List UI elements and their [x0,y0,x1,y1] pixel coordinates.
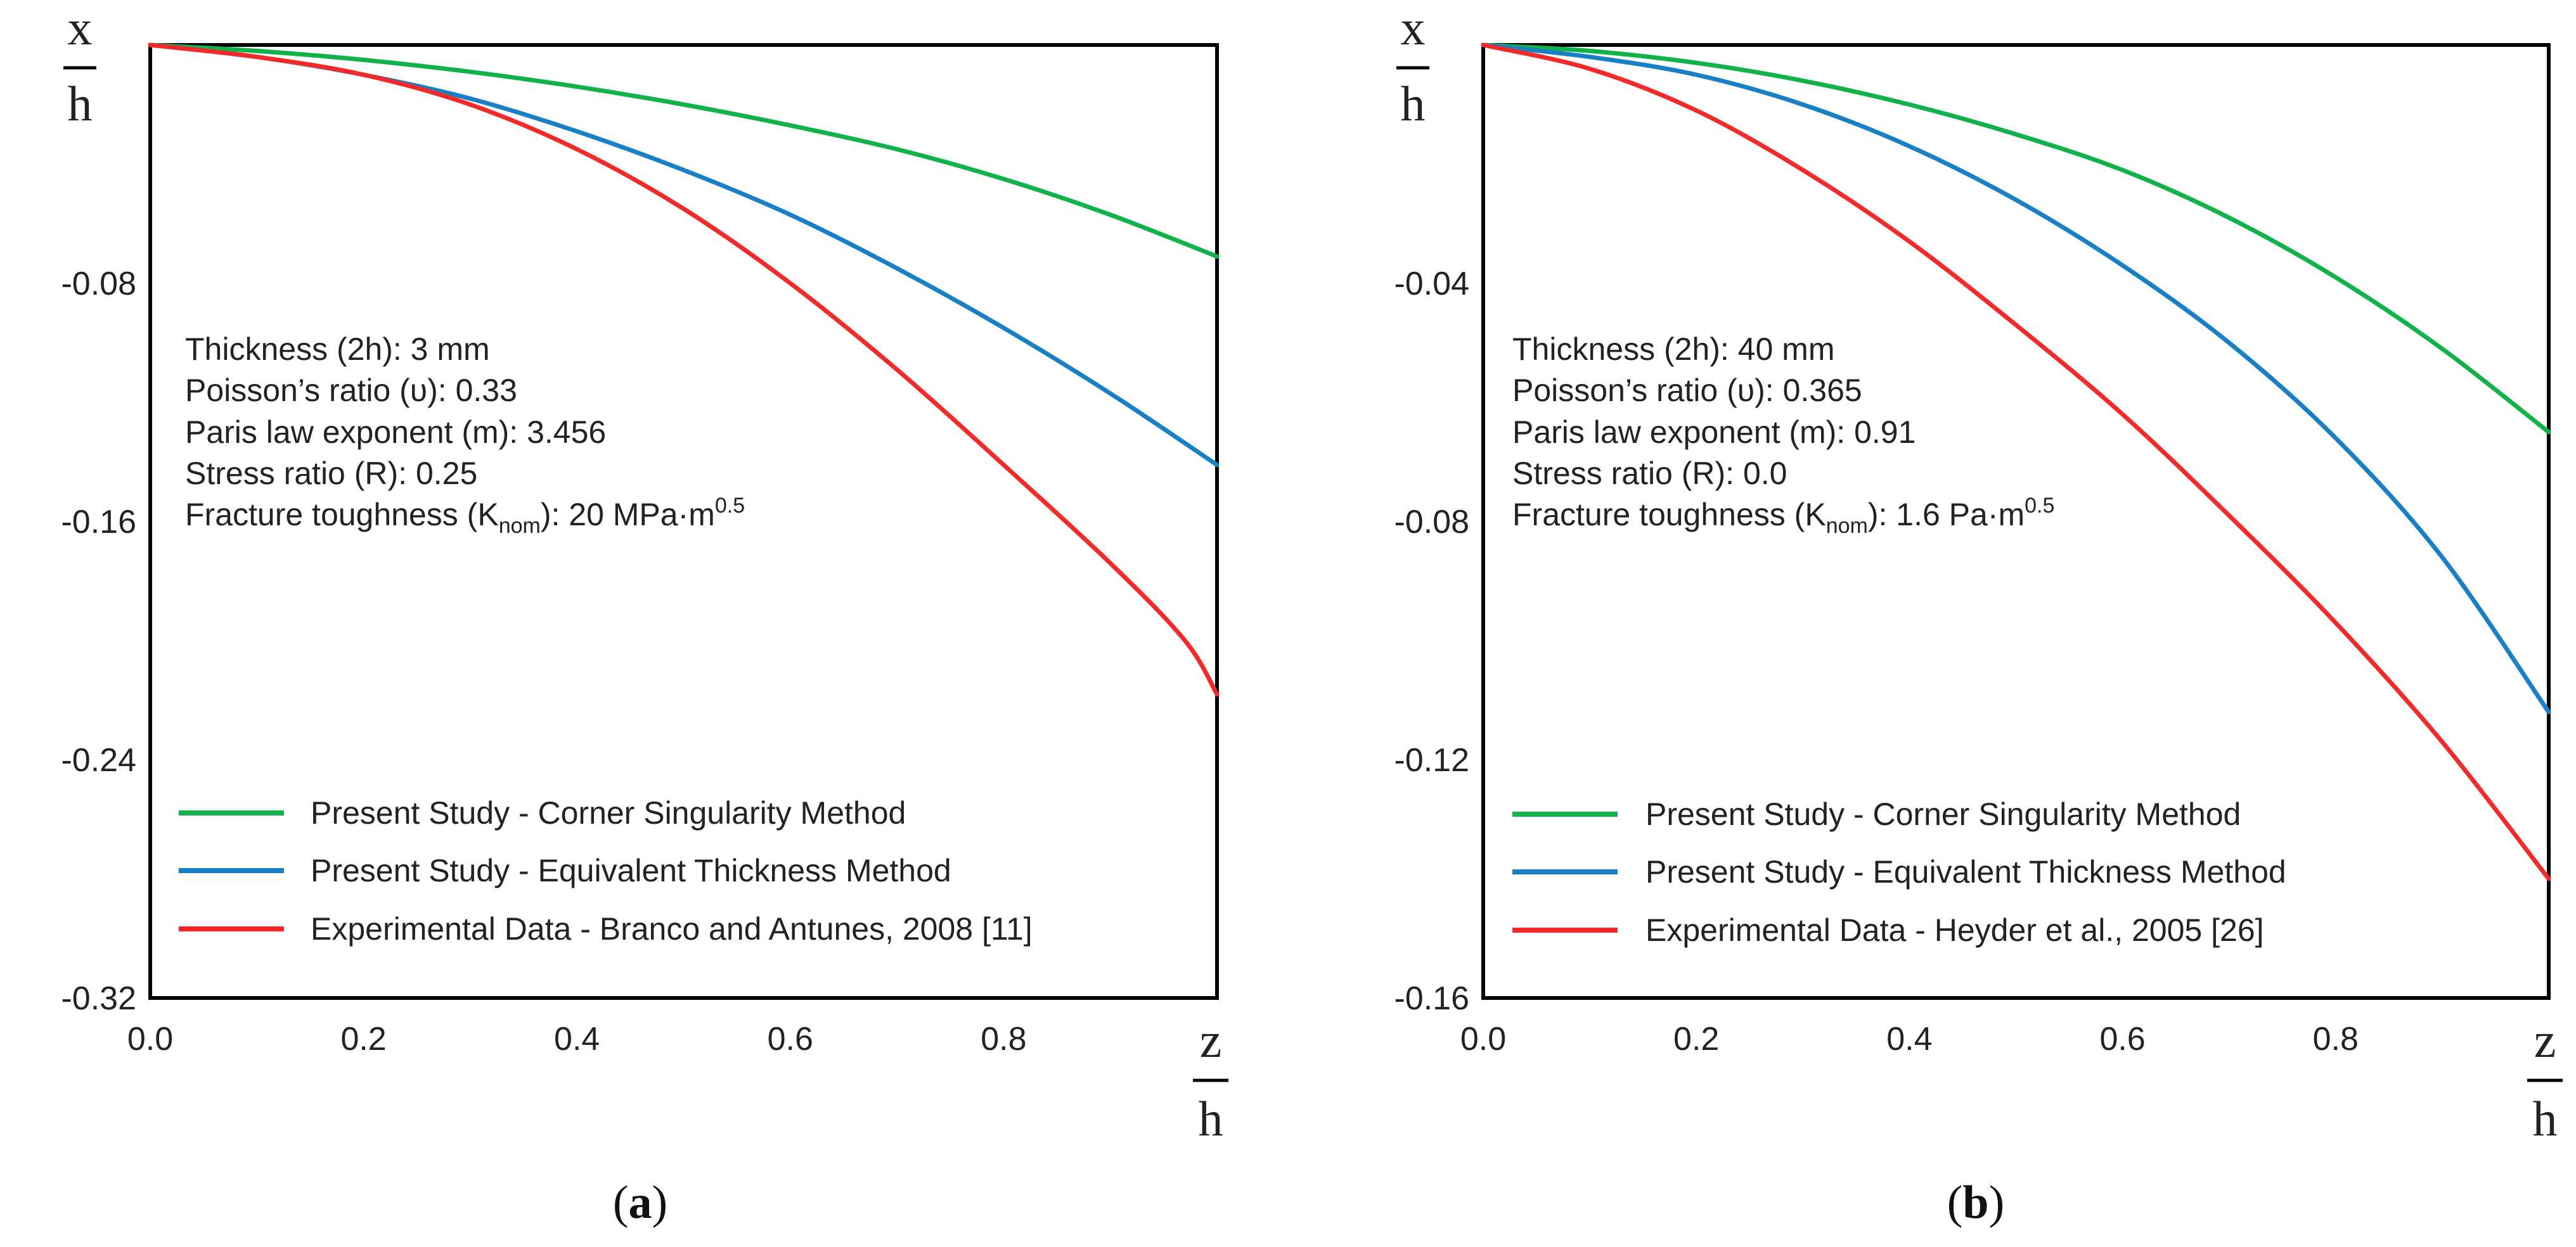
x-tick-label: 0.4 [1886,1021,1932,1058]
info-poisson: Poisson’s ratio (υ): 0.365 [1512,373,1862,408]
x-tick-label: 0.8 [981,1021,1026,1058]
fracture-prefix: Fracture toughness (K [185,497,499,532]
legend-label-red: Experimental Data - Heyder et al., 2005 … [1645,912,2264,948]
x-tick-labels: 0.0 0.2 0.4 0.6 0.8 [1460,1021,2359,1058]
y-tick-label: -0.32 [61,980,136,1017]
info-thickness: Thickness (2h): 40 mm [1512,331,1834,367]
caption-close-paren: ) [1989,1177,2005,1229]
series-line-green [1481,42,2551,435]
y-axis-denominator: h [1401,76,1426,131]
plot-frame [1481,43,2551,1000]
y-tick-labels: -0.04 -0.08 -0.12 -0.16 [1394,265,1469,1017]
info-thickness: Thickness (2h): 3 mm [185,331,490,367]
legend-label-red: Experimental Data - Branco and Antunes, … [311,911,1033,947]
caption-close-paren: ) [652,1177,668,1229]
caption-open-paren: ( [613,1177,629,1229]
y-tick-label: -0.16 [1394,980,1469,1017]
legend-label-blue: Present Study - Equivalent Thickness Met… [1645,854,2286,890]
plot-frame [148,43,1219,1000]
fracture-superscript: 0.5 [715,494,745,518]
caption-open-paren: ( [1947,1177,1963,1229]
curves [1481,42,2551,881]
info-stress: Stress ratio (R): 0.0 [1512,456,1787,491]
x-axis-denominator: h [2533,1091,2558,1146]
x-axis-label: z h [1193,1013,1228,1146]
fracture-superscript: 0.5 [2025,494,2054,518]
legend-label-green: Present Study - Corner Singularity Metho… [311,795,906,831]
info-paris: Paris law exponent (m): 3.456 [185,414,606,450]
x-tick-label: 0.2 [1673,1021,1719,1058]
x-tick-label: 0.4 [554,1021,600,1058]
curves [148,42,1220,697]
info-paris: Paris law exponent (m): 0.91 [1512,414,1916,450]
caption-letter: b [1962,1177,1988,1229]
fracture-mid: ): 20 MPa·m [541,497,715,532]
series-line-blue [1481,42,2551,715]
x-tick-label: 0.2 [340,1021,386,1058]
y-axis-label: x h [1396,0,1429,131]
panel-b: -0.04 -0.08 -0.12 -0.16 0.0 0.2 0.4 0.6 0.8 x h… [1394,0,2563,1229]
x-tick-label: 0.0 [1460,1021,1506,1058]
fracture-subscript: nom [1826,514,1868,538]
y-tick-label: -0.12 [1394,742,1469,779]
y-tick-labels: -0.08 -0.16 -0.24 -0.32 [61,265,136,1017]
y-axis-numerator: x [1401,0,1426,55]
caption-letter: a [629,1177,652,1229]
x-tick-label: 0.0 [127,1021,173,1058]
info-block: Thickness (2h): 40 mm Poisson’s ratio (υ… [1512,331,2054,538]
x-axis-numerator: z [2534,1013,2556,1068]
series-line-red [1481,42,2551,881]
series-line-green [148,42,1220,259]
y-axis-label: x h [63,0,96,131]
panel-caption: (a) [613,1177,667,1229]
y-tick-label: -0.24 [61,742,136,779]
info-block: Thickness (2h): 3 mm Poisson’s ratio (υ)… [185,331,745,538]
y-tick-label: -0.04 [1394,265,1469,302]
legend-label-blue: Present Study - Equivalent Thickness Met… [311,853,951,888]
y-axis-numerator: x [68,0,93,55]
info-fracture: Fracture toughness (Knom): 20 MPa·m0.5 [185,494,745,538]
x-axis-denominator: h [1199,1091,1223,1146]
x-tick-label: 0.8 [2313,1021,2359,1058]
y-tick-label: -0.08 [61,265,136,302]
x-axis-label: z h [2527,1013,2563,1146]
legend-label-green: Present Study - Corner Singularity Metho… [1645,796,2241,832]
x-tick-label: 0.6 [2099,1021,2145,1058]
panel-caption: (b) [1947,1177,2004,1229]
legend: Present Study - Corner Singularity Metho… [179,795,1033,947]
x-axis-numerator: z [1200,1013,1222,1068]
info-fracture: Fracture toughness (Knom): 1.6 Pa·m0.5 [1512,494,2054,538]
info-poisson: Poisson’s ratio (υ): 0.33 [185,373,517,408]
series-line-red [148,42,1220,697]
legend: Present Study - Corner Singularity Metho… [1512,796,2286,948]
y-tick-label: -0.16 [61,504,136,540]
x-tick-label: 0.6 [768,1021,813,1058]
fracture-mid: ): 1.6 Pa·m [1868,497,2025,532]
x-tick-labels: 0.0 0.2 0.4 0.6 0.8 [127,1021,1027,1058]
info-stress: Stress ratio (R): 0.25 [185,456,477,491]
y-axis-denominator: h [68,76,93,131]
panel-a: -0.08 -0.16 -0.24 -0.32 0.0 0.2 0.4 0.6 0.8 x h… [61,0,1228,1229]
fracture-subscript: nom [499,514,541,538]
y-tick-label: -0.08 [1394,504,1469,540]
fracture-prefix: Fracture toughness (K [1512,497,1826,532]
